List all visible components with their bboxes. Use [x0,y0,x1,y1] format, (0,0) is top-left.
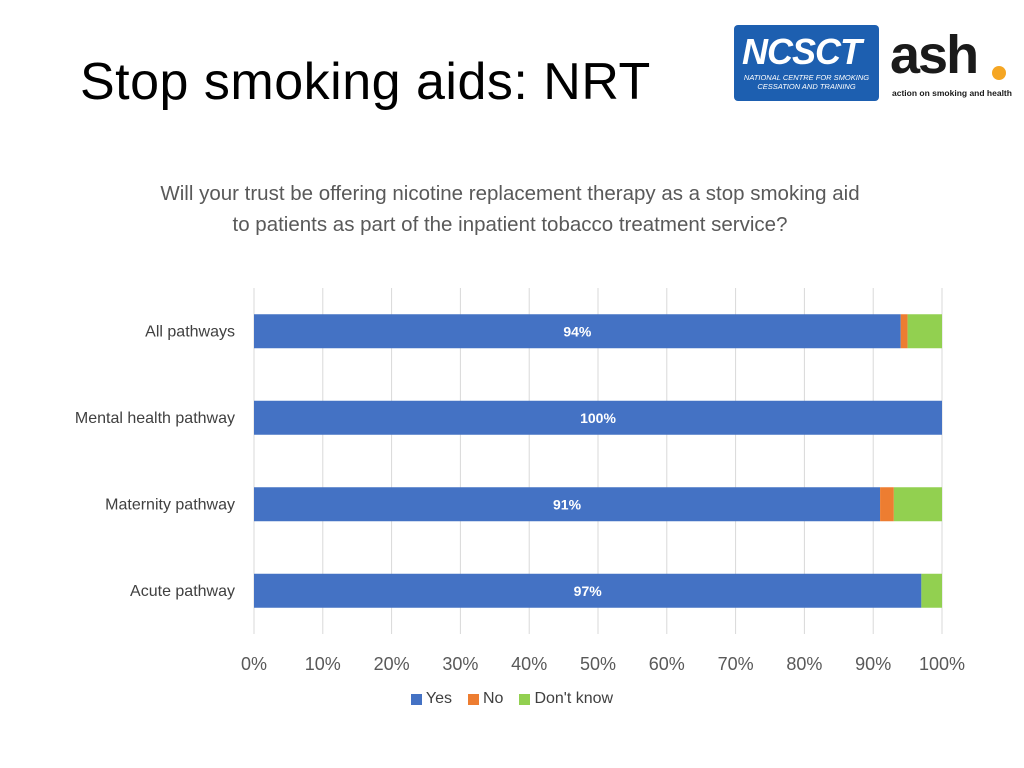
x-tick-label: 10% [305,654,341,674]
legend-label: Don't know [534,690,614,707]
x-tick-label: 50% [580,654,616,674]
data-label: 97% [574,583,603,599]
ash-logo-name: ash [890,25,979,85]
bar-yes-0 [254,314,901,349]
legend-item: Yes [410,690,452,708]
x-tick-label: 80% [786,654,822,674]
ncsct-logo: NCSCT NATIONAL CENTRE FOR SMOKING CESSAT… [734,25,879,101]
x-tick-label: 30% [442,654,478,674]
legend-label: No [483,690,504,707]
ncsct-tagline-line2: CESSATION AND TRAINING [757,82,856,91]
x-tick-label: 60% [649,654,685,674]
x-tick-label: 70% [718,654,754,674]
ncsct-logo-tagline: NATIONAL CENTRE FOR SMOKING CESSATION AN… [734,73,879,91]
legend-label: Yes [425,690,452,707]
x-tick-label: 90% [855,654,891,674]
data-label: 94% [563,323,592,339]
slide-title: Stop smoking aids: NRT [80,53,651,111]
legend-swatch [468,693,479,705]
x-tick-label: 100% [919,654,965,674]
bar-no-2 [880,487,894,522]
bar-yes-1 [254,400,942,435]
category-label: All pathways [145,323,235,340]
category-label: Mental health pathway [75,410,235,427]
bar-don-t-know-2 [893,487,942,522]
legend-swatch [519,693,531,705]
category-label: Acute pathway [130,583,235,600]
data-label: 100% [580,410,616,426]
bar-don-t-know-3 [921,573,942,608]
bar-don-t-know-0 [907,314,942,349]
chart-legend: Yes No Don't know [0,690,1024,708]
data-label: 91% [553,496,582,512]
bar-no-0 [900,314,908,349]
bar-yes-3 [254,573,922,608]
x-tick-label: 40% [511,654,547,674]
legend-item: Don't know [519,690,613,708]
ncsct-tagline-line1: NATIONAL CENTRE FOR SMOKING [743,73,870,82]
legend-swatch [410,693,422,705]
chart-title: Will your trust be offering nicotine rep… [160,182,860,236]
ncsct-logo-name: NCSCT [742,31,862,72]
x-tick-label: 0% [241,654,267,674]
ash-logo: ash action on smoking and health [888,25,1012,100]
ash-logo-tagline: action on smoking and health [892,88,1012,98]
category-label: Maternity pathway [105,496,235,513]
bar-yes-2 [254,487,881,522]
legend-item: No [468,690,503,708]
x-tick-label: 20% [374,654,410,674]
ash-logo-dot [992,66,1006,80]
